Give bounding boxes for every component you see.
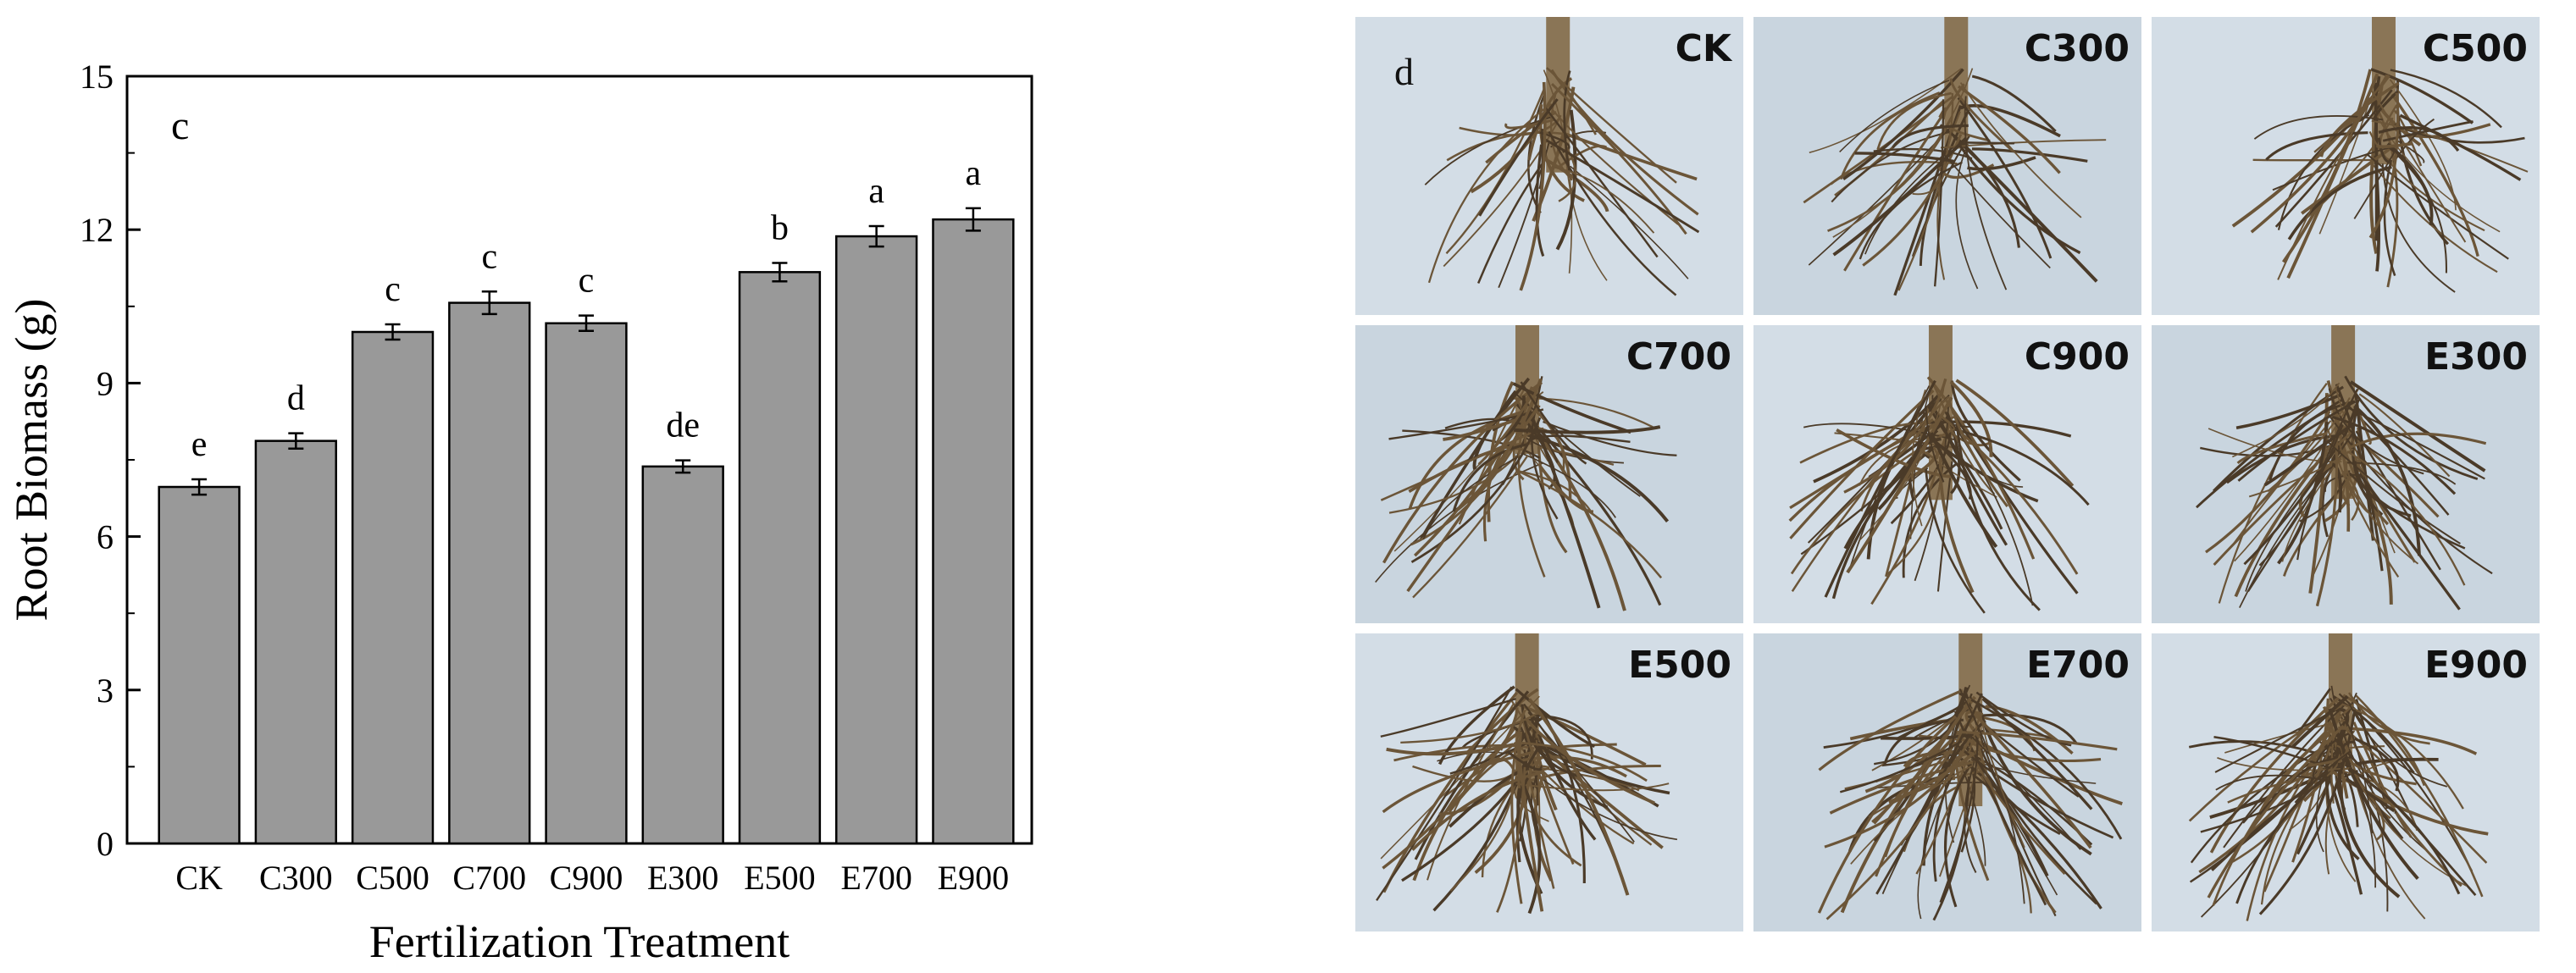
x-tick-label-e700: E700 [840, 859, 911, 897]
x-tick-label-e300: E300 [647, 859, 718, 897]
y-tick-label: 6 [97, 518, 114, 556]
y-tick-label: 9 [97, 364, 114, 402]
root-photo-image [1355, 17, 1743, 315]
photo-label-e900: E900 [2424, 644, 2528, 687]
root-photo-image [2152, 17, 2540, 315]
photo-tile-ck: CK d [1355, 17, 1743, 315]
bar-e900 [932, 218, 1015, 845]
y-axis-label: Root Biomass (g) [6, 298, 57, 621]
x-axis-label: Fertilization Treatment [369, 916, 789, 967]
significance-letter-c500: c [385, 270, 401, 309]
bar-ck [158, 485, 241, 845]
x-tick-label-ck: CK [175, 859, 223, 897]
bar-e500 [738, 271, 822, 845]
photo-label-e500: E500 [1628, 644, 1731, 687]
bar-e300 [641, 465, 724, 845]
root-photo-image [1753, 17, 2141, 315]
photo-label-e300: E300 [2424, 335, 2528, 379]
root-photo-image [1355, 633, 1743, 932]
photo-label-e700: E700 [2026, 644, 2130, 687]
photo-tile-c700: C700 [1355, 325, 1743, 623]
root-photo-image [1355, 325, 1743, 623]
y-tick-label: 12 [80, 211, 114, 249]
x-tick-label-e900: E900 [938, 859, 1009, 897]
photo-label-c300: C300 [2024, 27, 2130, 70]
x-tick-label-c900: C900 [550, 859, 623, 897]
bar-chart: 0 3 6 9 12 15 e CK d C300 c C500 c C700 c C900 de E300 b E5… [6, 58, 1033, 967]
photo-tile-e700: E700 [1753, 633, 2141, 932]
x-tick-label-c500: C500 [356, 859, 429, 897]
photo-tile-c300: C300 [1753, 17, 2141, 315]
bar-c500 [351, 330, 435, 845]
photo-tile-c900: C900 [1753, 325, 2141, 623]
photo-label-ck: CK [1675, 27, 1731, 70]
bar-e700 [835, 235, 918, 845]
significance-letter-c300: d [287, 379, 305, 418]
root-photo-image [2152, 633, 2540, 932]
chart-panel-letter: c [171, 103, 189, 148]
x-tick-label-e500: E500 [744, 859, 815, 897]
significance-letter-c900: c [579, 262, 595, 301]
bar-c300 [254, 440, 337, 845]
photo-tile-e300: E300 [2152, 325, 2540, 623]
photo-tile-e500: E500 [1355, 633, 1743, 932]
y-tick-label: 15 [80, 58, 114, 96]
significance-letter-e300: de [666, 406, 700, 445]
bar-c900 [545, 322, 628, 845]
significance-letter-e700: a [868, 172, 884, 211]
significance-letter-c700: c [481, 237, 497, 276]
y-tick-label: 0 [97, 825, 114, 863]
root-photo-grid: CK d C300 C500 C700 C900 E300 E500 E700 … [1355, 17, 2575, 953]
photo-label-c500: C500 [2422, 27, 2528, 70]
photo-tile-c500: C500 [2152, 17, 2540, 315]
photo-label-c900: C900 [2024, 335, 2130, 379]
photo-label-c700: C700 [1626, 335, 1731, 379]
significance-letter-e500: b [771, 208, 789, 247]
root-photo-image [2152, 325, 2540, 623]
significance-letter-e900: a [966, 154, 982, 193]
root-photo-image [1753, 325, 2141, 623]
x-tick-label-c300: C300 [259, 859, 333, 897]
root-photo-image [1753, 633, 2141, 932]
x-tick-label-c700: C700 [452, 859, 526, 897]
bar-c700 [448, 301, 531, 845]
significance-letter-ck: e [191, 425, 208, 464]
y-tick-label: 3 [97, 672, 114, 710]
photo-panel-letter: d [1394, 50, 1414, 93]
photo-tile-e900: E900 [2152, 633, 2540, 932]
